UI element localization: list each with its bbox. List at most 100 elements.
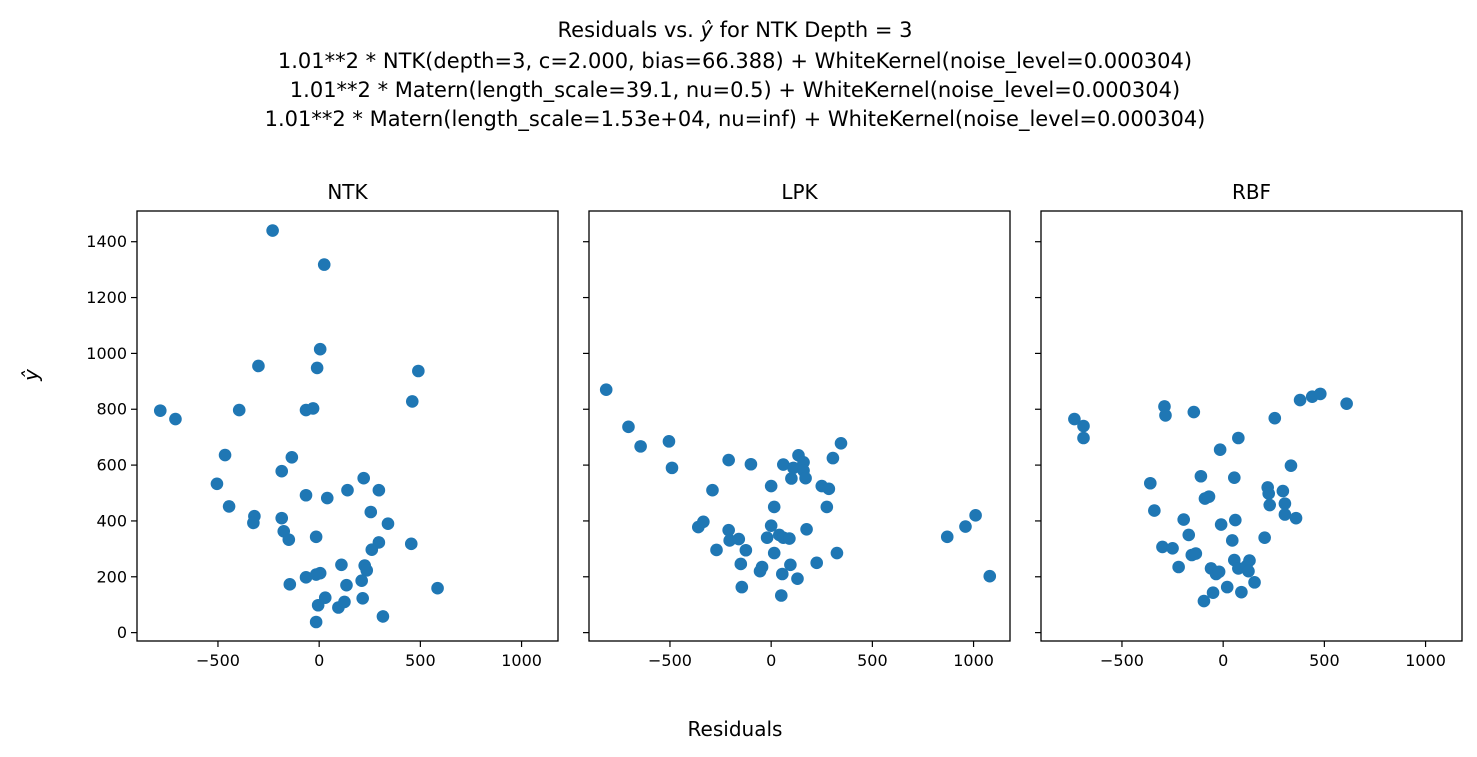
- rbf-point-22: [1284, 459, 1298, 472]
- lpk-point-17: [822, 482, 836, 496]
- lpk-point-19: [834, 437, 848, 450]
- rbf-point-21: [1276, 484, 1290, 498]
- rbf-xtick-label-1: 0: [1218, 651, 1228, 670]
- rbf-point-1: [1077, 419, 1090, 433]
- lpk-point-45: [774, 589, 788, 602]
- rbf-point-49: [1248, 576, 1261, 589]
- ntk-ytick-label-3: 600: [96, 456, 127, 475]
- lpk-point-21: [767, 500, 781, 514]
- ntk-point-35: [283, 578, 297, 591]
- lpk-point-41: [830, 546, 844, 560]
- ntk-point-44: [311, 598, 325, 612]
- suptitle-line-3: 1.01**2 * Matern(length_scale=39.1, nu=0…: [290, 78, 1180, 103]
- panel-rbf: RBF −500 0 500 1000: [1035, 180, 1463, 670]
- lpk-xtick-label-2: 500: [857, 651, 888, 670]
- ntk-point-1: [317, 258, 331, 271]
- rbf-point-23: [1263, 498, 1277, 512]
- suptitle-line-1: Residuals vs. ŷ for NTK Depth = 3: [558, 18, 913, 42]
- lpk-point-47: [959, 520, 972, 533]
- ntk-point-21: [372, 483, 386, 497]
- x-axis-label: Residuals: [688, 717, 783, 741]
- ntk-xtick-label-3: 1000: [501, 651, 542, 670]
- ntk-point-16: [222, 500, 236, 513]
- ntk-point-18: [320, 491, 334, 505]
- ntk-point-40: [340, 578, 353, 592]
- suptitle-line-4: 1.01**2 * Matern(length_scale=1.53e+04, …: [265, 107, 1206, 132]
- rbf-axes-frame: [1040, 210, 1463, 642]
- panel-title-lpk: LPK: [781, 180, 818, 204]
- lpk-xtick-label-0: −500: [648, 651, 692, 670]
- ntk-point-39: [335, 558, 348, 572]
- ntk-ytick-label-1: 200: [96, 567, 127, 586]
- rbf-point-50: [1197, 594, 1211, 608]
- lpk-point-18: [826, 451, 840, 465]
- rbf-point-30: [1258, 531, 1271, 544]
- ntk-point-28: [364, 505, 378, 519]
- rbf-point-15: [1194, 469, 1208, 483]
- ntk-point-2: [313, 342, 327, 356]
- rbf-point-25: [1278, 508, 1292, 521]
- panel-lpk: LPK −500 0 500 1000: [583, 180, 1011, 670]
- ntk-point-23: [247, 516, 260, 530]
- lpk-point-33: [783, 532, 796, 545]
- lpk-point-23: [697, 515, 710, 529]
- y-axis-label: ŷ: [19, 368, 43, 382]
- rbf-point-6: [1232, 431, 1245, 445]
- rbf-point-26: [1289, 511, 1303, 525]
- ntk-point-30: [404, 537, 418, 551]
- rbf-point-20: [1262, 487, 1275, 500]
- lpk-point-27: [739, 543, 753, 557]
- ntk-point-38: [313, 566, 327, 580]
- rbf-point-5: [1187, 405, 1201, 419]
- rbf-point-18: [1228, 471, 1241, 484]
- lpk-point-15: [785, 472, 798, 485]
- ntk-point-34: [360, 564, 374, 577]
- ntk-point-0: [266, 224, 279, 237]
- lpk-point-24: [722, 523, 735, 537]
- rbf-point-31: [1156, 540, 1169, 554]
- rbf-point-32: [1166, 542, 1179, 555]
- ntk-point-7: [169, 412, 182, 426]
- ntk-xtick-label-2: 500: [405, 651, 436, 670]
- lpk-point-49: [983, 569, 997, 583]
- lpk-point-29: [764, 519, 778, 532]
- rbf-point-0: [1068, 412, 1081, 426]
- lpk-point-2: [634, 440, 647, 453]
- lpk-xtick-label-1: 0: [766, 651, 776, 670]
- ntk-point-41: [355, 574, 368, 587]
- ntk-point-24: [275, 511, 289, 525]
- ntk-point-46: [338, 595, 351, 609]
- lpk-xtick-label-3: 1000: [953, 651, 994, 670]
- ntk-point-32: [365, 543, 379, 556]
- rbf-point-2: [1077, 431, 1090, 445]
- rbf-point-36: [1225, 534, 1239, 547]
- ntk-ytick-label-4: 800: [96, 400, 127, 419]
- lpk-point-48: [969, 509, 982, 522]
- panel-title-ntk: NTK: [327, 180, 368, 204]
- ntk-point-48: [376, 610, 390, 623]
- rbf-point-27: [1177, 513, 1190, 526]
- ntk-point-49: [309, 615, 323, 629]
- ntk-point-19: [341, 483, 354, 497]
- ntk-point-6: [153, 404, 167, 417]
- ntk-point-20: [357, 471, 370, 485]
- lpk-point-44: [791, 572, 804, 586]
- ntk-ytick-label-7: 1400: [86, 232, 127, 251]
- lpk-point-10: [787, 461, 800, 475]
- lpk-point-8: [764, 479, 778, 493]
- rbf-point-47: [1220, 580, 1234, 594]
- lpk-point-0: [599, 383, 613, 397]
- ntk-point-27: [309, 530, 323, 544]
- lpk-point-14: [799, 471, 812, 485]
- lpk-point-42: [735, 580, 749, 594]
- rbf-xtick-label-0: −500: [1100, 651, 1144, 670]
- lpk-point-35: [767, 546, 781, 560]
- lpk-point-38: [753, 564, 767, 578]
- rbf-point-46: [1206, 586, 1220, 599]
- suptitle-line-2: 1.01**2 * NTK(depth=3, c=2.000, bias=66.…: [278, 49, 1192, 74]
- rbf-point-29: [1229, 513, 1242, 527]
- rbf-xtick-label-2: 500: [1309, 651, 1340, 670]
- ntk-point-29: [381, 517, 395, 531]
- lpk-point-40: [810, 556, 823, 570]
